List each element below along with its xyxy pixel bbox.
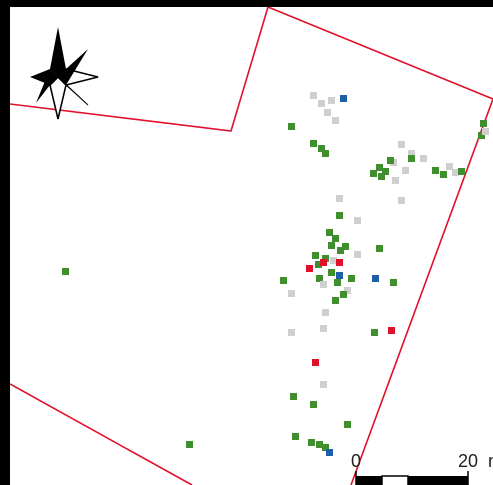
map-point-green [322,444,329,451]
map-point-gray [446,163,453,170]
map-point-green [371,329,378,336]
map-point-green [292,433,299,440]
scale-bar-segment-3 [408,476,468,485]
map-point-gray [354,251,361,258]
map-point-gray [354,217,361,224]
scale-bar: 0 20 n [351,451,493,485]
map-point-green [310,401,317,408]
map-point-green [478,132,485,139]
map-point-red [312,359,319,366]
map-point-green [334,279,341,286]
map-point-green [340,291,347,298]
map-point-green [370,170,377,177]
map-point-blue [326,449,333,456]
map-point-gray [320,325,327,332]
map-point-green [344,421,351,428]
map-point-gray [330,257,337,264]
map-point-green [316,441,323,448]
map-point-green [332,235,339,242]
map-point-red [306,265,313,272]
map-point-green [332,297,339,304]
map-point-green [322,255,329,262]
map-point-gray [482,128,489,135]
map-point-green [348,275,355,282]
sample-points [62,92,489,456]
map-point-gray [288,329,295,336]
north-arrow-shadow [50,27,66,77]
map-point-green [382,168,389,175]
map-point-green [318,145,325,152]
map-point-green [336,212,343,219]
map-point-gray [452,169,459,176]
map-point-green [312,252,319,259]
map-point-gray [328,97,335,104]
map-point-green [390,279,397,286]
map-point-gray [336,195,343,202]
map-point-green [322,150,329,157]
map-point-gray [402,167,409,174]
scale-label-end: 20 [458,451,478,471]
map-point-red [320,259,327,266]
map-point-gray [398,197,405,204]
map-point-gray [332,117,339,124]
map-point-green [458,168,465,175]
map-point-gray [320,281,327,288]
map-point-gray [420,155,427,162]
north-arrow-diag-light [57,76,89,106]
map-point-gray [288,290,295,297]
boundary-lines [10,7,493,485]
map-point-green [480,120,487,127]
map-canvas: 0 20 n [10,7,493,485]
map-point-green [408,155,415,162]
scale-bar-segment-1 [356,476,382,485]
map-point-green [440,171,447,178]
map-point-green [337,247,344,254]
map-point-green [310,140,317,147]
map-point-blue [336,272,343,279]
map-point-green [376,245,383,252]
map-point-green [288,123,295,130]
map-point-green [315,261,322,268]
map-point-green [328,269,335,276]
map-point-gray [324,109,331,116]
north-arrow-diag [58,49,88,85]
map-point-gray [398,141,405,148]
scale-bar-segment-2 [381,475,409,485]
boundary-lower-left [10,383,193,485]
map-point-blue [340,95,347,102]
map-panel: 0 20 n [10,7,493,485]
map-point-green [376,164,383,171]
map-point-gray [322,309,329,316]
map-point-blue [372,275,379,282]
map-point-green [432,167,439,174]
map-point-green [290,393,297,400]
map-point-green [378,173,385,180]
map-point-green [342,243,349,250]
map-point-red [336,259,343,266]
map-point-gray [344,287,351,294]
map-point-red [388,327,395,334]
map-point-gray [310,92,317,99]
map-point-gray [320,381,327,388]
map-point-gray [318,100,325,107]
boundary-main-parcel [267,7,493,485]
map-point-gray [392,177,399,184]
map-point-green [280,277,287,284]
map-point-green [328,242,335,249]
map-point-green [316,275,323,282]
scale-label-start: 0 [351,451,361,471]
map-point-gray [408,150,415,157]
map-point-green [387,157,394,164]
scale-label-unit: n [488,451,493,471]
map-point-green [186,441,193,448]
north-arrow-icon [30,27,99,120]
boundary-upper-left [10,7,269,132]
map-point-green [62,268,69,275]
map-point-green [326,229,333,236]
north-arrow-diag2 [36,69,58,103]
map-point-green [308,439,315,446]
